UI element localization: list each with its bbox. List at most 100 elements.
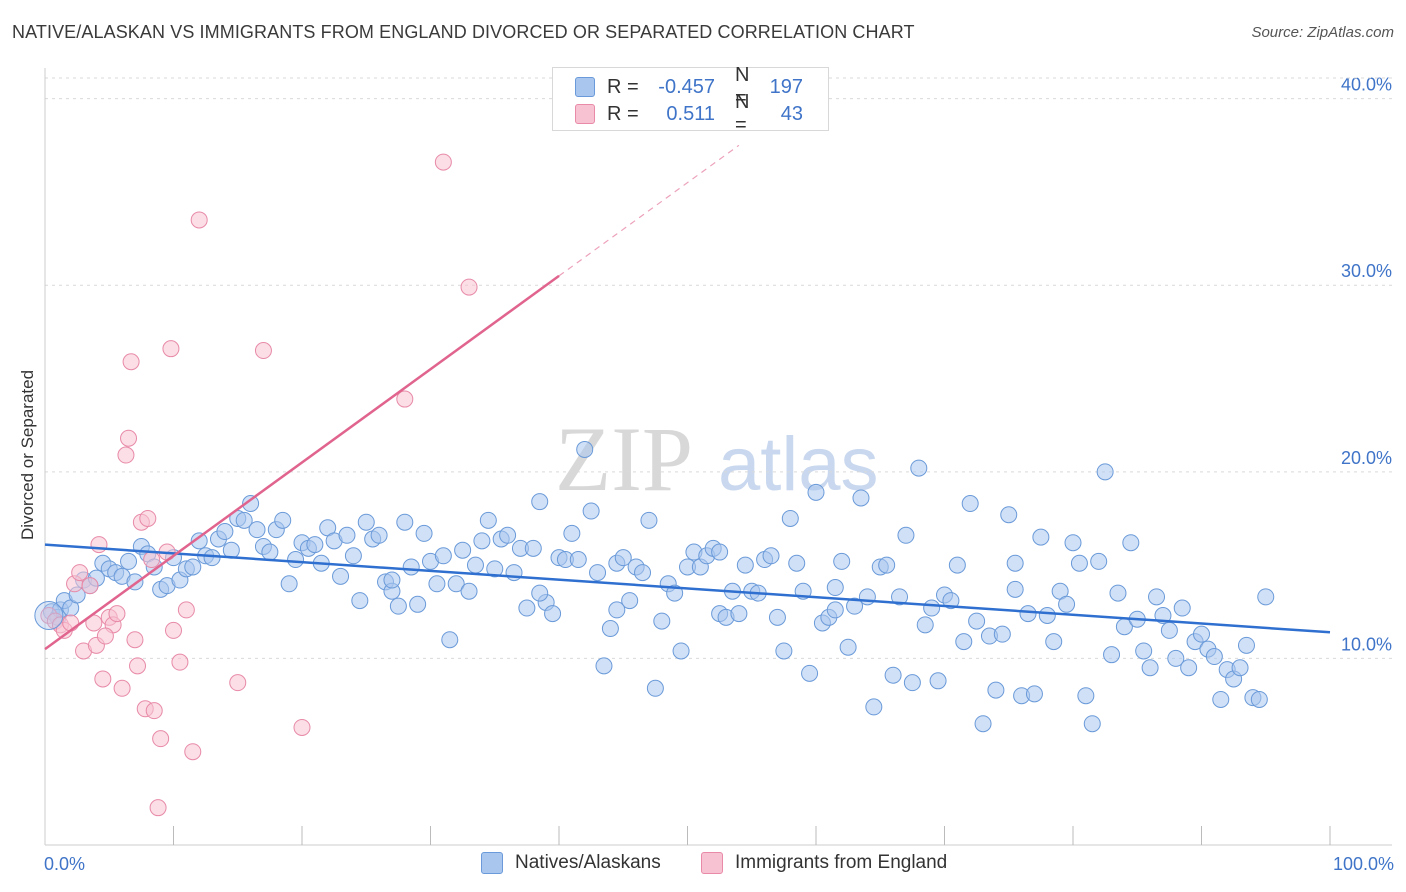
x-tick-label-min: 0.0% [44, 854, 85, 874]
native-point [601, 620, 619, 638]
native-point [415, 524, 433, 542]
native-point [736, 556, 754, 574]
native-point [807, 483, 825, 501]
native-point [923, 599, 941, 617]
native-point [781, 509, 799, 527]
england-point [143, 551, 161, 569]
native-point [852, 489, 870, 507]
england-point [113, 679, 131, 697]
native-point [589, 564, 607, 582]
england-legend-swatch [701, 852, 723, 874]
native-point [614, 549, 632, 567]
native-point [1064, 534, 1082, 552]
native-point [1006, 554, 1024, 572]
native-point [1096, 463, 1114, 481]
native-point [646, 679, 664, 697]
native-point [1045, 633, 1063, 651]
native-point [190, 532, 208, 550]
england-point [460, 278, 478, 296]
native-point [499, 526, 517, 544]
native-point [531, 493, 549, 511]
native-point [582, 502, 600, 520]
native-point [858, 588, 876, 606]
native-point [608, 601, 626, 619]
native-point [993, 625, 1011, 643]
native-point [916, 616, 934, 634]
england-legend-label: Immigrants from England [735, 852, 948, 873]
y-axis-label: Divorced or Separated [18, 369, 37, 541]
native-point [1135, 642, 1153, 660]
native-point [248, 521, 266, 539]
native-point [287, 551, 305, 569]
england-trend-line [44, 274, 560, 651]
native-point [1257, 588, 1275, 606]
native-point [441, 631, 459, 649]
native-point [846, 597, 864, 615]
native-point [884, 666, 902, 684]
england-point [120, 429, 138, 447]
england-point [171, 653, 189, 671]
native-point [434, 547, 452, 565]
native-n-value: 197 [769, 75, 803, 98]
native-point [1193, 625, 1210, 643]
watermark-zip: ZIP [555, 408, 693, 510]
native-point [563, 524, 581, 542]
y-tick-label: 10.0% [1341, 634, 1392, 654]
native-point [332, 567, 350, 585]
native-point [235, 511, 253, 529]
native-point [531, 584, 549, 602]
england-point [177, 601, 195, 619]
native-cluster-point [34, 601, 64, 630]
england-r-value: 0.511 [666, 102, 715, 125]
native-point [955, 633, 973, 651]
native-point [460, 582, 478, 600]
native-point [1250, 690, 1268, 708]
native-point [762, 547, 780, 565]
native-point [486, 560, 504, 578]
native-trend-line [44, 543, 1331, 634]
native-point [839, 638, 857, 656]
legend-row-england: R = 0.511 N = 43 [575, 91, 803, 136]
stats-legend: R = -0.457 N = 197 R = 0.511 N = 43 [552, 64, 829, 136]
native-point [280, 575, 298, 593]
native-point [672, 642, 690, 660]
england-point [145, 702, 163, 720]
native-point [454, 541, 472, 559]
native-point [653, 612, 671, 630]
native-point [833, 552, 851, 570]
native-point [987, 681, 1005, 699]
england-point [434, 153, 452, 171]
england-point [396, 390, 414, 408]
native-point [1070, 554, 1088, 572]
native-point [595, 657, 613, 675]
native-point [1205, 648, 1223, 666]
native-point [447, 575, 465, 593]
native-r-value: -0.457 [658, 75, 715, 98]
native-point [524, 539, 542, 557]
england-point [165, 621, 182, 639]
native-point [1173, 599, 1191, 617]
native-point [1180, 659, 1198, 677]
y-tick-label: 40.0% [1341, 75, 1392, 95]
native-point [634, 564, 652, 582]
native-point [1058, 595, 1076, 613]
native-point [1103, 646, 1121, 664]
native-point [1122, 534, 1140, 552]
england-point [152, 730, 170, 748]
native-point [788, 554, 806, 572]
native-point [473, 532, 491, 550]
native-point [409, 595, 427, 613]
england-point [117, 446, 135, 464]
native-point [383, 571, 401, 589]
england-point [129, 657, 147, 675]
native-point [184, 558, 202, 576]
england-point [162, 340, 180, 358]
native-point [479, 511, 497, 529]
england-point [108, 605, 126, 623]
england-point [149, 799, 167, 817]
native-point [569, 551, 587, 569]
england-point [184, 743, 202, 761]
native-point [948, 556, 966, 574]
native-point [1025, 685, 1043, 703]
native-n-label: N = [735, 64, 750, 109]
